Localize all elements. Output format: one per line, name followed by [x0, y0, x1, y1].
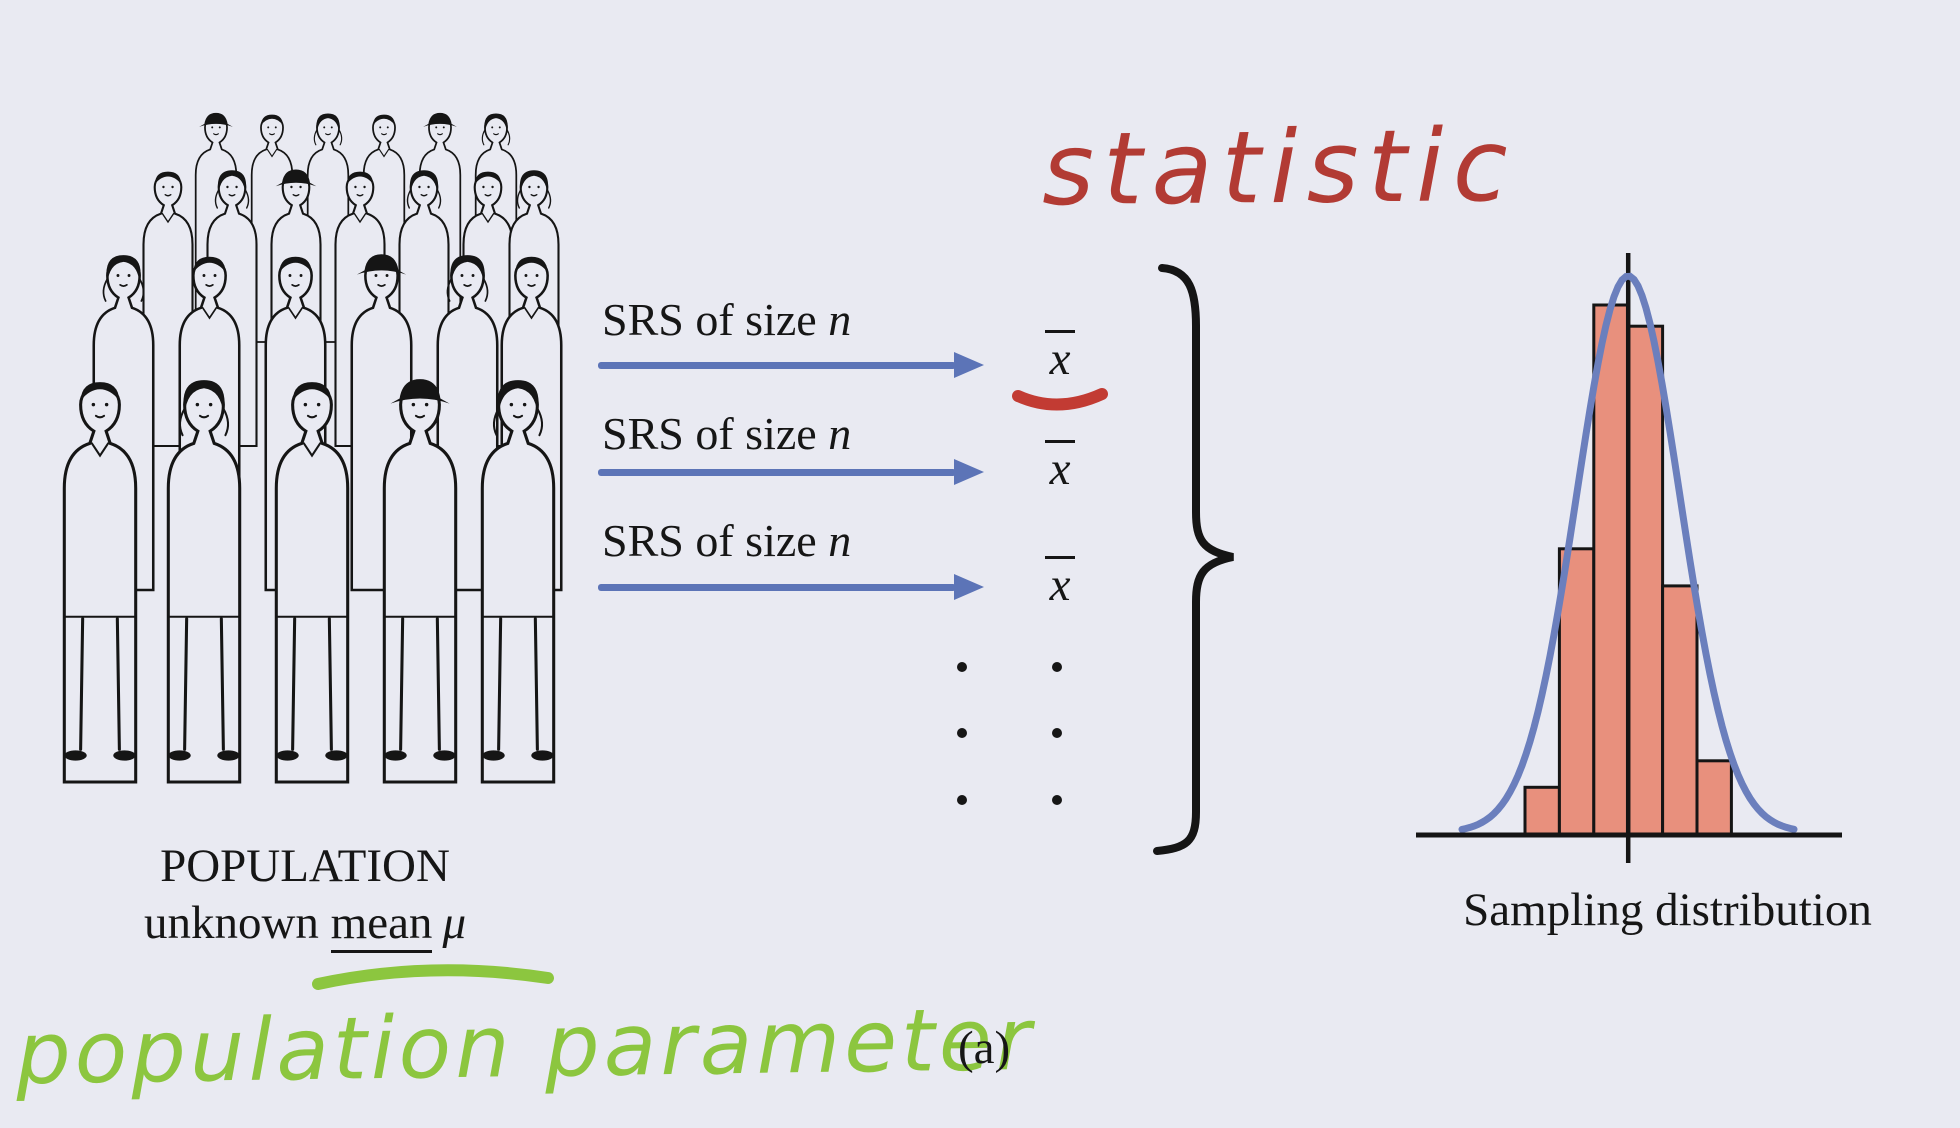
- normal-curve: [1458, 272, 1798, 833]
- srs-arrow-1-line: [598, 362, 956, 369]
- green-underline-swoosh: [312, 964, 554, 990]
- population-caption: POPULATION unknown mean μ: [55, 840, 555, 954]
- continuation-dot: [957, 795, 967, 805]
- xbar-symbol: x: [1044, 556, 1076, 610]
- crowd-people-group: [62, 113, 561, 782]
- population-subtitle: unknown mean μ: [55, 897, 555, 954]
- srs-arrow-2-line: [598, 469, 956, 476]
- figure-label: (a): [958, 1022, 1011, 1074]
- mu-symbol: μ: [442, 897, 467, 950]
- srs-arrow-1-head: [954, 352, 984, 378]
- histogram-bar: [1661, 584, 1699, 837]
- histogram-bar: [1592, 303, 1630, 837]
- histogram-bar: [1523, 785, 1561, 837]
- population-parameter-annotation: population parameter: [15, 989, 1036, 1105]
- xbar-3: x: [1028, 556, 1092, 612]
- sampling-distribution-chart: [1416, 253, 1842, 863]
- srs-n-symbol: n: [828, 515, 852, 566]
- continuation-dot: [1052, 728, 1062, 738]
- xbar-2: x: [1028, 440, 1092, 496]
- statistic-annotation: statistic: [1041, 106, 1518, 229]
- subtitle-prefix: unknown: [143, 897, 331, 950]
- histogram-bar: [1695, 759, 1733, 837]
- subtitle-mean-word: mean: [330, 897, 433, 954]
- continuation-dot: [1052, 795, 1062, 805]
- srs-n-symbol: n: [828, 294, 852, 345]
- population-crowd-illustration: [62, 92, 575, 804]
- xbar-1: x: [1028, 330, 1092, 386]
- sampling-distribution-caption: Sampling distribution: [1463, 884, 1872, 936]
- red-underline-swoosh: [1012, 388, 1108, 411]
- srs-text: SRS of size: [602, 408, 829, 459]
- histogram-bar: [1626, 324, 1665, 837]
- srs-arrow-3-line: [598, 584, 956, 591]
- srs-n-symbol: n: [828, 408, 852, 459]
- srs-arrow-2-head: [954, 459, 984, 485]
- grouping-brace: [1153, 264, 1234, 855]
- srs-label-1: SRS of size n: [602, 294, 852, 345]
- xbar-symbol: x: [1044, 440, 1076, 494]
- srs-text: SRS of size: [602, 515, 829, 566]
- continuation-dot: [957, 728, 967, 738]
- srs-label-3: SRS of size n: [602, 515, 852, 566]
- xbar-symbol: x: [1044, 330, 1076, 384]
- continuation-dot: [957, 662, 967, 672]
- srs-label-2: SRS of size n: [602, 408, 852, 459]
- srs-text: SRS of size: [602, 294, 829, 345]
- population-title: POPULATION: [160, 840, 450, 892]
- srs-arrow-3-head: [954, 574, 984, 600]
- continuation-dot: [1052, 662, 1062, 672]
